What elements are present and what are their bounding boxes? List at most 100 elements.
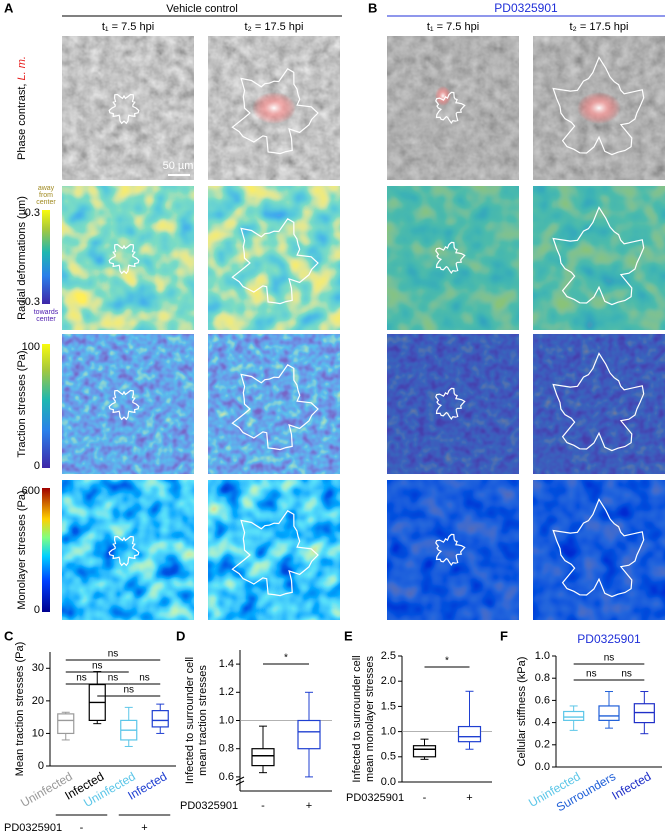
micrograph-tint <box>387 334 519 474</box>
y-tick-label: 20 <box>32 695 44 707</box>
micrograph-tint <box>533 334 665 474</box>
x-group: - <box>80 822 84 834</box>
row-label: Phase contrast, L. m. <box>16 56 28 160</box>
box <box>598 705 620 721</box>
y-tick-label: 2.5 <box>381 650 396 662</box>
infection-outline <box>552 56 645 156</box>
micrograph <box>208 186 340 330</box>
row-label-text: Phase contrast, <box>16 80 28 160</box>
colorbar-note: towards <box>34 309 59 316</box>
infection-outline <box>552 352 645 452</box>
y-tick-label: 1.2 <box>219 686 234 698</box>
colorbar-label: -0.3 <box>21 296 40 308</box>
colorbar-note: away <box>38 185 55 192</box>
x-axis-label: PD0325901 <box>180 800 238 812</box>
colorbar-note: center <box>36 316 56 323</box>
infection-outline <box>435 387 466 421</box>
colorbar-label: 0 <box>34 460 40 472</box>
y-tick-label: 0.6 <box>219 771 234 783</box>
y-tick-label: 1.5 <box>381 700 396 712</box>
colorbar-note: center <box>36 199 56 206</box>
colorbar <box>42 344 50 468</box>
box <box>563 710 585 721</box>
box <box>251 748 275 767</box>
y-tick-label: 0.8 <box>535 672 550 684</box>
micrograph-tint <box>387 480 519 620</box>
colorbar-label: 0.3 <box>25 207 40 219</box>
infection-outline <box>231 364 319 451</box>
significance: ns <box>604 653 615 664</box>
row-label: Traction stresses (Pa) <box>16 350 28 457</box>
significance: ns <box>586 669 597 680</box>
y-tick-label: 0.0 <box>535 761 550 773</box>
y-tick-label: 0.8 <box>219 743 234 755</box>
significance: ns <box>76 673 87 684</box>
y-tick-label: 0.2 <box>535 739 550 751</box>
box <box>412 745 437 758</box>
panel-letter: B <box>368 0 377 15</box>
infection-outline <box>435 91 466 125</box>
y-axis-label: Infected to surrounder cell <box>184 657 196 784</box>
box <box>151 710 169 728</box>
infection-outline <box>552 206 645 306</box>
colorbar <box>42 210 50 304</box>
infection-outline <box>231 68 319 155</box>
infection-outline <box>231 510 319 597</box>
y-tick-label: 0 <box>38 760 44 772</box>
y-tick-label: 0.5 <box>381 751 396 763</box>
colorbar <box>42 488 50 612</box>
infection-outline <box>231 218 319 305</box>
timepoint: t₁ = 7.5 hpi <box>102 21 154 33</box>
bacteria <box>435 86 451 106</box>
panel-letter: D <box>176 628 185 643</box>
x-group-label: PD0325901 <box>4 822 62 834</box>
infection-outline <box>108 535 140 567</box>
box <box>57 713 75 735</box>
row-label: Radial deformations (µm) <box>16 196 28 320</box>
significance: ns <box>139 673 150 684</box>
panel-letter: E <box>344 628 353 643</box>
micrograph <box>62 186 194 330</box>
micrograph <box>62 480 194 620</box>
significance: ns <box>92 661 103 672</box>
timepoint: t₂ = 17.5 hpi <box>569 21 628 33</box>
micrograph <box>208 480 340 620</box>
colorbar-label: 600 <box>22 485 40 497</box>
y-axis-label: mean monolayer stresses <box>364 656 376 782</box>
box <box>457 725 482 743</box>
colorbar-note: from <box>39 192 53 199</box>
organism: L. m. <box>16 56 28 80</box>
significance: ns <box>621 669 632 680</box>
significance: ns <box>123 685 134 696</box>
y-tick-label: 0.0 <box>381 776 396 788</box>
y-tick-label: 0.4 <box>535 717 550 729</box>
colorbar-label: 0 <box>34 604 40 616</box>
x-tick-label: - <box>423 792 427 804</box>
scale-bar-label: 50 µm <box>163 160 194 172</box>
y-tick-label: 1.4 <box>219 658 234 670</box>
y-tick-label: 2.0 <box>381 675 396 687</box>
y-axis-label: Infected to surrounder cell <box>351 655 363 782</box>
y-tick-label: 1.0 <box>381 726 396 738</box>
significance: * <box>445 656 449 667</box>
infection-outline <box>108 93 140 125</box>
micrograph-tint <box>387 186 519 330</box>
panel-letter: F <box>500 628 508 643</box>
infection-outline <box>108 389 140 421</box>
significance: ns <box>108 649 119 660</box>
y-tick-label: 30 <box>32 662 44 674</box>
micrograph <box>387 36 519 180</box>
micrograph-tint <box>533 186 665 330</box>
bacteria <box>577 92 621 124</box>
x-tick-label: + <box>466 792 472 804</box>
panel-letter: A <box>4 0 14 15</box>
x-tick-label: - <box>261 800 265 812</box>
micrograph <box>62 334 194 474</box>
y-axis-label: Mean traction stresses (Pa) <box>14 642 26 777</box>
infection-outline <box>435 533 466 567</box>
x-tick-label: Infected <box>609 769 653 802</box>
box <box>297 719 321 750</box>
chart-title: PD0325901 <box>577 632 641 646</box>
condition: PD0325901 <box>494 1 558 15</box>
